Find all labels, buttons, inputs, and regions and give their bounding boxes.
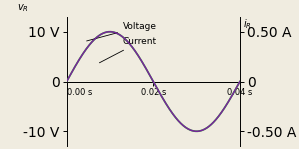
Text: Voltage: Voltage (87, 22, 157, 41)
Text: $v_R$: $v_R$ (17, 3, 29, 14)
Text: $i_R$: $i_R$ (243, 17, 252, 31)
Text: Current: Current (99, 37, 157, 63)
